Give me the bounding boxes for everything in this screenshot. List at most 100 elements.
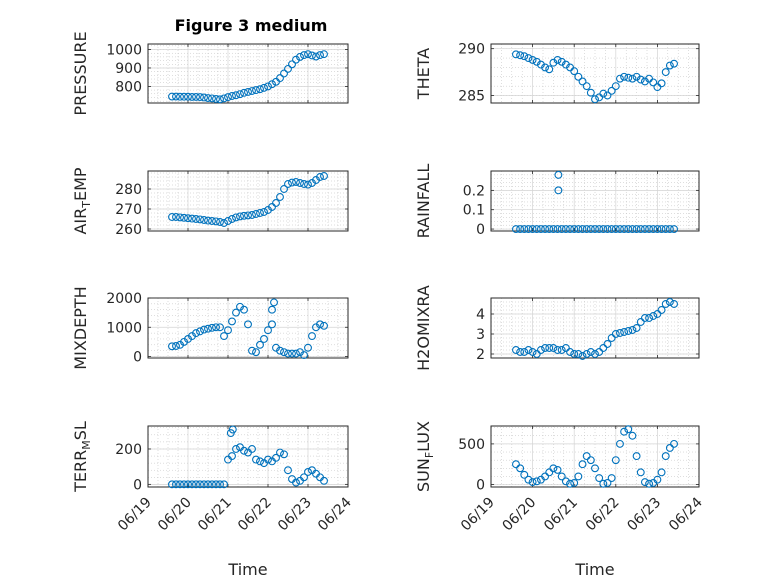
subplot-2-data-point (603, 91, 612, 100)
subplot-4-ytick-label: 0 (476, 222, 485, 238)
subplot-4-data-point (636, 225, 645, 234)
subplot-3-data-point (188, 214, 196, 223)
subplot-1-data-point (244, 87, 252, 96)
subplot-1-data-point (292, 55, 300, 64)
subplot-3-ytick-label: 260 (115, 222, 142, 238)
subplot-6-data-point (520, 348, 529, 356)
subplot-3-data-point (256, 209, 264, 217)
subplot-4-data-point (640, 225, 649, 234)
subplot-5-data-point (320, 321, 328, 330)
subplot-7-xtick-label: 06/19 (115, 495, 155, 535)
subplot-1-data-point (188, 92, 196, 101)
subplot-3-data-point (208, 217, 216, 225)
subplot-7-data-point (208, 480, 216, 489)
subplot-4-data-point (616, 225, 624, 234)
subplot-1-data-point (320, 50, 328, 59)
subplot-2-data-point (570, 67, 579, 76)
subplot-6-data-point (524, 346, 533, 354)
subplot-1-data-point (304, 50, 312, 59)
subplot-3-data-point (216, 218, 224, 226)
subplot-1-data-point (176, 92, 184, 101)
subplot-7: 0 200 TERRMSL 06/19 06/20 06/21 06/22 06/23 06/2… (71, 421, 355, 579)
subplot-8-data-point (578, 460, 587, 469)
subplot-1-data-point (268, 80, 276, 89)
subplot-1-data-point (276, 74, 284, 83)
figure-title: Figure 3 medium (175, 16, 328, 35)
subplot-4-ylabel: RAINFALL (414, 164, 433, 239)
subplot-4-data-point (574, 225, 583, 234)
subplot-8-data-point (636, 468, 645, 477)
subplot-6-data-point (599, 344, 608, 352)
subplot-2-ytick-label: 285 (458, 89, 485, 105)
subplot-8-data-point (670, 439, 678, 448)
subplot-4-data-point (536, 225, 545, 234)
subplot-2-data-point (528, 55, 537, 64)
subplot-2-data-point (611, 82, 620, 91)
subplot-4-data-point (661, 225, 670, 234)
subplot-2-data-point (649, 78, 658, 87)
subplot-7-data-point (216, 480, 224, 489)
subplot-7-data-point (180, 480, 188, 489)
subplot-1-ytick-label: 1000 (106, 43, 142, 59)
subplot-7-data-point (264, 455, 272, 464)
subplot-4-data-point (591, 225, 599, 234)
subplot-8-xtick-label: 06/19 (458, 495, 498, 535)
subplot-3-data-point (276, 193, 284, 201)
subplot-7-data-point (188, 480, 196, 489)
subplot-5-ytick-label: 2000 (106, 291, 142, 307)
subplot-8-data-point (582, 452, 591, 461)
subplot-1-data-point (204, 94, 212, 102)
subplot-7-data-point (176, 480, 184, 489)
subplot-7-data-point (196, 480, 204, 489)
subplot-7-data-point (240, 446, 248, 455)
subplot-7-xtick-label: 06/24 (315, 494, 355, 534)
subplot-6-axes-outline (490, 297, 700, 359)
subplot-6-data-point (653, 310, 662, 318)
subplot-6-data-point (574, 350, 583, 358)
subplot-6-data-point (632, 324, 641, 332)
subplot-2-data-point (541, 63, 550, 72)
subplot-8-xtick-label: 06/22 (583, 495, 623, 535)
subplot-8-ylabel: SUNFLUX (414, 421, 436, 492)
subplot-3-data-point (204, 216, 212, 225)
subplot-6-data-point (665, 298, 674, 306)
subplot-4-data-point (632, 225, 641, 234)
subplot-8-data-point (603, 478, 612, 487)
subplot-8-data-point (520, 470, 529, 479)
subplot-5-data-point (270, 298, 278, 307)
subplot-4-data-point (649, 225, 658, 234)
subplot-1-data-point (184, 92, 192, 101)
subplot-7-data-point (228, 452, 236, 461)
subplot-5-data-point (316, 320, 324, 329)
subplot-4-data-point (653, 225, 662, 234)
subplot-4-data-point (520, 225, 529, 234)
subplot-3-data-point (236, 212, 244, 221)
subplot-1-data-point (180, 92, 188, 101)
subplot-3-data-point (192, 215, 200, 223)
subplot-3-data-point (252, 210, 260, 218)
subplot-3-data-point (228, 215, 236, 223)
subplot-8-data-point (611, 456, 620, 465)
subplot-7-data-point (228, 425, 237, 434)
subplot-7-ytick-label: 200 (115, 442, 142, 458)
subplot-5-data-point (256, 340, 264, 349)
subplot-1: 800 900 1000 PRESSURE (71, 31, 349, 116)
subplot-7-data-point (200, 480, 208, 489)
subplot-4-data-point (566, 225, 574, 234)
subplot-5-data-point (228, 317, 236, 326)
subplot-1-data-point (264, 82, 272, 91)
subplot-5-data-point (200, 325, 208, 334)
subplot-2-data-point (616, 74, 624, 83)
subplot-8-data-point (632, 452, 641, 461)
subplot-5-data-point (268, 320, 276, 329)
subplot-4-data-point (624, 225, 633, 234)
subplot-6-data-point (561, 344, 570, 352)
subplot-6-data-point (512, 346, 520, 354)
subplot-5-data-point (260, 335, 268, 343)
subplot-1-axes-outline (147, 43, 349, 104)
subplot-3-data-point (304, 180, 312, 189)
subplot-7-data-point (220, 480, 228, 489)
subplot-8-xtick-label: 06/23 (624, 495, 664, 535)
subplot-4-data-point (628, 225, 637, 234)
subplot-1-ytick-label: 800 (115, 79, 142, 95)
